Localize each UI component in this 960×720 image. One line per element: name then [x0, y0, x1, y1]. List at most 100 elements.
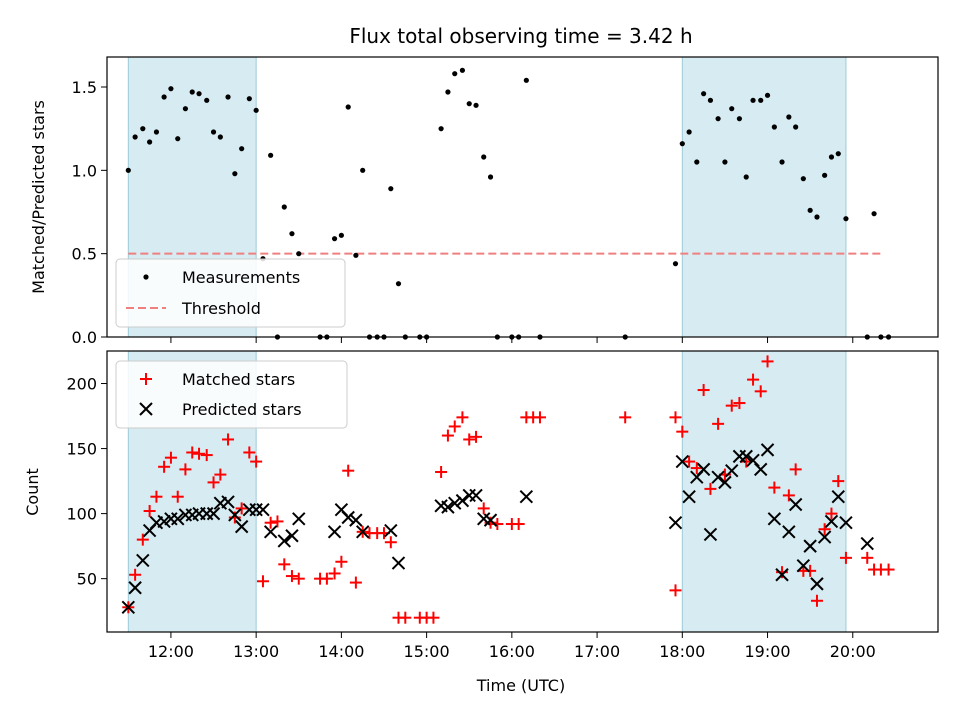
predicted-star-point: [448, 496, 462, 510]
matched-star-point: [136, 533, 149, 546]
matched-star-point: [619, 411, 632, 424]
predicted-star-point: [256, 503, 270, 517]
predicted-star-point: [277, 534, 291, 548]
matched-star-point: [533, 411, 546, 424]
ratio-panel: 0.0 0.5 1.0 1.5 Matched/Predicted stars Mea…: [29, 56, 939, 347]
measurement-point: [253, 107, 259, 113]
matched-star-point: [804, 564, 817, 577]
ratio-y-tick-label: 0.5: [72, 245, 97, 264]
predicted-star-point: [462, 488, 476, 503]
matched-star-point: [278, 558, 291, 571]
matched-star-point: [861, 551, 874, 564]
predicted-star-point: [675, 454, 690, 469]
matched-star-point: [697, 384, 710, 397]
matched-star-point: [512, 518, 525, 531]
matched-legend-marker: [140, 373, 152, 385]
predicted-star-point: [839, 516, 853, 530]
count-shaded-span-2: [681, 350, 847, 633]
predicted-star-point: [519, 489, 534, 504]
ratio-y-axis-label: Matched/Predicted stars: [29, 100, 48, 294]
measurement-points: [125, 67, 892, 340]
measurement-point: [353, 252, 359, 258]
measurement-point: [168, 86, 174, 92]
matched-star-point: [193, 447, 206, 460]
predicted-star-point: [782, 525, 796, 539]
matched-star-point: [669, 411, 682, 424]
count-panel: 50 100 150 200 12:00 13:00 14:00 15:00 16:00 17:…: [23, 350, 939, 695]
predicted-star-point: [171, 512, 185, 526]
chart-title: Flux total observing time = 3.42 h: [349, 24, 692, 48]
matched-star-point: [186, 446, 199, 459]
count-x-tick-label: 20:00: [830, 642, 876, 661]
measurement-point: [132, 134, 138, 140]
matched-star-point: [200, 449, 213, 462]
predicted-star-point: [775, 568, 789, 582]
matched-star-point: [164, 451, 177, 464]
matched-star-point: [250, 455, 263, 468]
matched-star-point: [789, 463, 802, 476]
measurement-point: [758, 97, 764, 103]
predicted-star-point: [767, 512, 782, 526]
count-x-tick-label: 17:00: [574, 642, 620, 661]
predicted-star-point: [682, 489, 696, 504]
measurement-point: [452, 71, 458, 77]
measurement-point: [843, 216, 849, 222]
predicted-legend-label: Predicted stars: [182, 400, 302, 419]
predicted-star-point: [285, 529, 299, 543]
predicted-star-point: [341, 510, 355, 525]
count-y-axis-label: Count: [23, 468, 42, 516]
measurement-point: [473, 102, 479, 108]
measurement-point: [289, 231, 295, 237]
matched-star-point: [704, 482, 717, 495]
matched-star-point: [839, 551, 852, 564]
measurement-point: [388, 186, 394, 192]
measurements-legend-marker: [143, 274, 149, 280]
measurement-point: [793, 124, 799, 130]
matched-star-point: [271, 515, 284, 528]
threshold-legend-label: Threshold: [181, 299, 261, 318]
measurement-point: [360, 167, 366, 173]
measurement-point: [679, 141, 685, 147]
predicted-star-point: [121, 600, 136, 614]
count-y-tick-label: 100: [66, 505, 97, 524]
matched-star-point: [448, 420, 461, 433]
measurement-point: [204, 97, 210, 103]
count-x-tick-label: 14:00: [318, 642, 364, 661]
matched-star-point: [832, 475, 845, 488]
measurement-point: [800, 176, 806, 182]
measurement-point: [701, 91, 707, 97]
measurement-point: [239, 146, 245, 152]
predicted-star-point: [803, 539, 817, 553]
predicted-star-point: [206, 506, 221, 521]
ratio-x-ticks: [170, 337, 854, 343]
matched-star-point: [818, 523, 831, 536]
predicted-star-point: [810, 577, 824, 591]
count-y-tick-label: 50: [77, 570, 97, 589]
measurement-point: [281, 204, 287, 210]
matched-star-point: [328, 567, 341, 580]
measurement-point: [771, 124, 777, 130]
measurement-point: [807, 207, 813, 213]
predicted-star-point: [469, 488, 483, 503]
matched-star-point: [342, 464, 355, 477]
matched-star-point: [761, 355, 774, 368]
matched-star-point: [143, 505, 156, 518]
predicted-star-point: [441, 500, 455, 514]
predicted-star-point: [483, 513, 498, 527]
matched-star-point: [712, 417, 725, 430]
measurement-point: [736, 116, 743, 122]
measurement-point: [225, 94, 231, 100]
measurement-point: [694, 159, 700, 165]
measurement-point: [331, 236, 338, 242]
predicted-star-point: [831, 489, 845, 504]
measurement-point: [715, 116, 721, 122]
predicted-star-point: [718, 475, 732, 490]
matched-star-point: [158, 460, 171, 473]
predicted-star-point: [228, 508, 242, 522]
predicted-star-point: [668, 516, 683, 530]
measurement-point: [814, 214, 820, 220]
predicted-star-point: [696, 462, 711, 477]
measurement-point: [268, 152, 274, 158]
matched-star-point: [725, 399, 738, 412]
